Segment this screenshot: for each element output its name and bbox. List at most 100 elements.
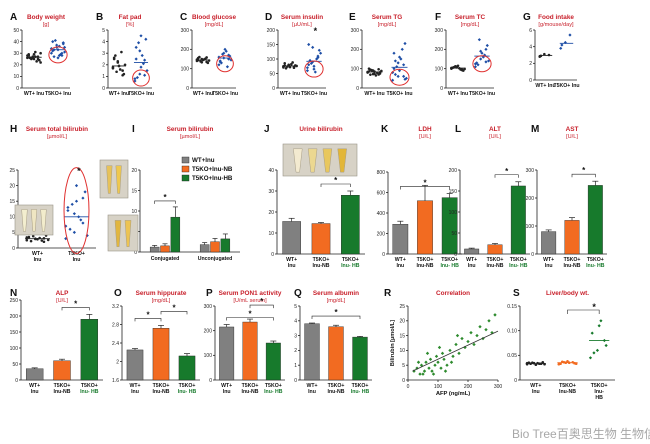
data-point: [393, 72, 397, 77]
x-category-label-line: Inu- HB: [178, 389, 197, 395]
legend-swatch: [181, 156, 190, 164]
y-axis-label: Bilirubin [µmol/L]: [390, 320, 396, 366]
data-point: [487, 59, 491, 63]
x-category-label: T5KO+ Inu-NB: [328, 383, 345, 395]
y-tick-label: 0: [271, 252, 274, 258]
panel-title: ALT: [489, 126, 501, 133]
bar: [564, 220, 580, 255]
data-point: [457, 351, 461, 356]
x-category-label-line: T5KO+: [417, 257, 434, 263]
panel-o: O Serum hippurate[mg/dL]1.622.42.83.2WT+ I…: [112, 288, 200, 395]
x-category-label-line: WT+: [306, 383, 317, 389]
x-category-label-line: Inu: [396, 263, 404, 269]
panel-unit: [mg/dL]: [152, 298, 171, 304]
panel-title: Serum PON1 activity: [219, 290, 282, 297]
data-point: [51, 40, 55, 44]
x-category-label: T5KO+ Inu: [386, 91, 412, 97]
x-category-label-line: WT+: [395, 257, 406, 263]
data-point: [592, 351, 596, 355]
x-category-label: T5KO+ Inu: [128, 91, 154, 97]
data-point: [49, 51, 53, 55]
x-category-label-line: Inu-NB: [417, 263, 434, 269]
bar: [199, 244, 210, 253]
panel-title: Serum TG: [372, 14, 403, 21]
panel-unit: [mg/dL]: [327, 298, 346, 304]
y-tick-label: 50: [269, 71, 275, 77]
x-category-label: WT+ Inu: [24, 91, 44, 97]
y-tick-label: 0: [16, 86, 19, 92]
x-category-label-line: T5KO+: [487, 257, 504, 263]
x-category-label: WT+ Inu: [193, 91, 213, 97]
data-point: [60, 51, 64, 55]
data-point: [424, 360, 428, 364]
bar: [80, 319, 99, 381]
data-point: [451, 354, 455, 359]
x-category-label-line: Inu: [545, 263, 553, 269]
y-tick-label: 300: [181, 28, 190, 34]
x-category-label: WT+ Inu: [364, 91, 384, 97]
panel-letter: E: [349, 12, 356, 23]
highlight-circle: [63, 167, 90, 254]
significance-bracket: [567, 309, 600, 314]
y-tick-label: 0: [356, 86, 359, 92]
data-point: [74, 184, 79, 188]
data-point: [309, 61, 313, 65]
data-point: [478, 325, 482, 329]
data-point: [60, 53, 64, 58]
y-tick-label: 0: [531, 252, 534, 258]
y-tick-label: 10: [9, 215, 15, 221]
x-category-label-line: T5KO+: [342, 257, 359, 263]
data-point: [566, 359, 569, 363]
x-category-label: WT+ Inu: [32, 251, 43, 263]
y-tick-label: 30: [268, 189, 274, 195]
y-tick-label: 10: [399, 348, 405, 354]
y-tick-label: 0: [186, 86, 189, 92]
data-point: [477, 38, 481, 42]
data-point: [136, 41, 141, 45]
data-point: [437, 345, 442, 350]
x-category-label-line: WT+: [221, 383, 232, 389]
significance-bracket: [61, 307, 90, 311]
x-category-label: T5KO+ Inu: [301, 91, 327, 97]
y-tick-label: 200: [10, 314, 19, 320]
tube: [114, 220, 122, 247]
panel-title: Body weight: [27, 14, 66, 21]
panel-letter: H: [10, 124, 17, 135]
data-point: [400, 47, 404, 51]
data-point: [133, 77, 137, 81]
y-tick-label: 1: [294, 363, 297, 369]
significance-bracket: [160, 311, 188, 315]
data-point: [138, 72, 142, 76]
y-tick-label: 150: [449, 189, 458, 195]
panel-unit: [µU/mL]: [292, 22, 312, 28]
x-category-label: T5KO+ Inu-NB: [417, 257, 434, 269]
panel-c: C Blood glucose[mg/dL] 0 100 200 300 WT+ InuT5…: [180, 12, 238, 97]
x-category-label-line: T5KO+: [313, 257, 330, 263]
highlight-circle: [389, 68, 410, 86]
y-tick-label: 4: [102, 39, 105, 45]
x-category-label: T5KO+ Inu- HB: [440, 257, 459, 269]
x-category-label-line: T5KO+: [328, 383, 345, 389]
y-tick-label: 0: [209, 378, 212, 384]
data-point: [51, 49, 55, 53]
data-point: [307, 42, 311, 47]
data-point: [391, 78, 395, 82]
tube: [106, 165, 113, 194]
data-point: [39, 51, 42, 55]
data-point: [476, 63, 480, 67]
panel-letter: K: [381, 124, 389, 135]
bar: [210, 241, 220, 253]
x-category-label-line: T5KO+: [441, 257, 458, 263]
bar: [587, 185, 603, 255]
panel-unit: [µmol/L]: [180, 134, 200, 140]
x-category-label-line: T5KO+: [587, 257, 604, 263]
data-point: [475, 61, 479, 65]
significance-star: *: [248, 310, 252, 319]
data-point: [312, 64, 316, 68]
data-point: [319, 51, 323, 55]
y-tick-label: 2.4: [112, 341, 119, 347]
bar: [341, 194, 360, 255]
data-point: [479, 57, 483, 61]
